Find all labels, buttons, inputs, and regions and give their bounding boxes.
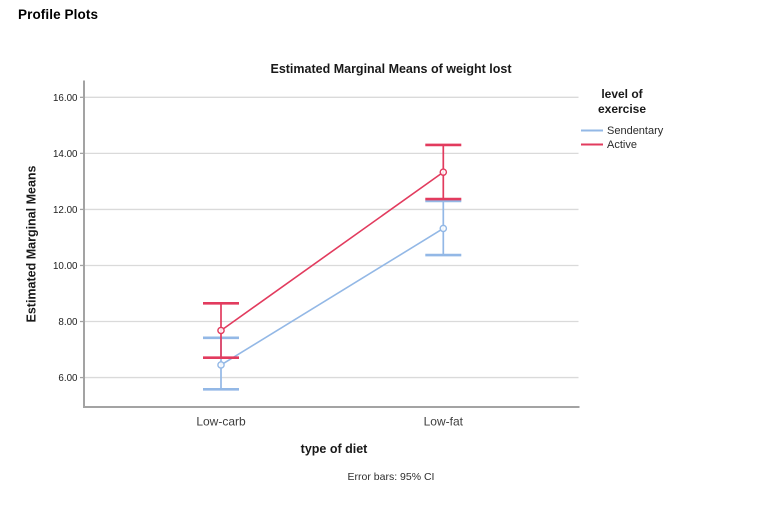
data-point-marker	[217, 326, 225, 335]
y-tick-label: 10.00	[53, 261, 78, 272]
legend-items: Sendentary Active	[581, 125, 664, 151]
x-tick-label: Low-fat	[424, 415, 464, 429]
y-tick-label: 8.00	[58, 317, 78, 328]
y-tick-label: 12.00	[53, 205, 78, 216]
x-axis-title: type of diet	[301, 442, 369, 456]
legend-label: Sendentary	[607, 125, 664, 137]
legend-title-line2: exercise	[598, 102, 646, 116]
x-category-labels: Low-carb Low-fat	[196, 415, 463, 429]
series-sendentary	[203, 199, 462, 391]
data-point-marker	[439, 168, 448, 176]
data-point-marker	[217, 361, 225, 369]
chart-title: Estimated Marginal Means of weight lost	[270, 62, 512, 76]
series-line	[220, 171, 444, 332]
y-axis-title: Estimated Marginal Means	[25, 165, 39, 322]
y-tick-label: 14.00	[53, 149, 78, 160]
error-bars-footnote: Error bars: 95% CI	[348, 471, 435, 483]
legend-label: Active	[607, 139, 637, 151]
series-active	[203, 143, 462, 359]
grid-layer: 6.00 8.00 10.00 12.00 14.00 16.00	[53, 93, 579, 384]
data-point-marker	[439, 224, 448, 233]
legend-title-line1: level of	[601, 87, 643, 101]
x-tick-label: Low-carb	[196, 415, 246, 429]
series-layer	[203, 143, 462, 391]
series-line	[220, 227, 444, 366]
y-tick-label: 6.00	[58, 373, 78, 384]
profile-plots-heading: Profile Plots	[18, 7, 99, 22]
legend: level of exercise Sendentary Active	[581, 87, 664, 151]
y-tick-label: 16.00	[53, 93, 78, 104]
